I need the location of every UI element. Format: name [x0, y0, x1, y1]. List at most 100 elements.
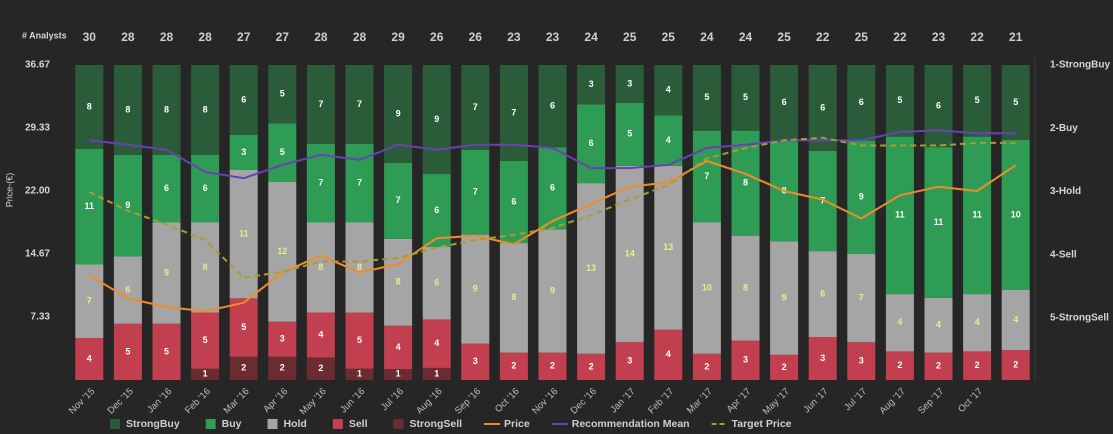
bar-segment	[615, 102, 644, 166]
bar-label: 6	[820, 288, 825, 298]
bar-label: 4	[666, 349, 671, 359]
bar-segment	[654, 165, 683, 330]
legend-label: Buy	[222, 418, 242, 430]
bar-segment	[345, 368, 374, 380]
bar-label: 5	[125, 346, 130, 356]
bar-segment	[808, 337, 837, 380]
bar-segment	[191, 312, 220, 369]
bar-label: 4	[936, 320, 941, 330]
bar-segment	[731, 65, 760, 131]
line-series	[89, 129, 1016, 180]
bar-label: 6	[241, 94, 246, 104]
bar-label: 7	[473, 187, 478, 197]
bar-label: 2	[897, 360, 902, 370]
analyst-count: 28	[121, 30, 135, 44]
bar-segment	[229, 65, 258, 135]
bar-segment	[692, 65, 721, 131]
bar-segment	[808, 65, 837, 151]
analyst-count: 28	[198, 30, 212, 44]
bar-label: 7	[859, 292, 864, 302]
analyst-count: 22	[970, 30, 984, 44]
bar-segment	[577, 353, 606, 380]
bar-label: 2	[1013, 359, 1018, 369]
bar-segment	[306, 65, 335, 144]
bar-label: 3	[743, 355, 748, 365]
bar-label: 11	[972, 210, 982, 220]
analyst-count: 28	[160, 30, 174, 44]
bar-segment	[268, 321, 297, 357]
bar-segment	[770, 241, 799, 355]
bar-segment	[731, 340, 760, 380]
bar-label: 3	[473, 356, 478, 366]
bar-label: 7	[87, 296, 92, 306]
analysts-label: # Analysts	[22, 30, 67, 40]
bar-segment	[345, 65, 374, 144]
bar-segment	[229, 170, 258, 299]
bar-segment	[268, 356, 297, 380]
bar-label: 4	[87, 353, 92, 363]
bar-segment	[924, 65, 953, 148]
bar-label: 6	[859, 97, 864, 107]
bar-segment	[422, 65, 451, 175]
analyst-count: 24	[739, 30, 753, 44]
bar-label: 5	[357, 335, 362, 345]
bar-label: 4	[1013, 314, 1018, 324]
bar-label: 8	[318, 262, 323, 272]
bar-label: 7	[396, 195, 401, 205]
bar-label: 6	[550, 100, 555, 110]
y2-tick-label: 1-StrongBuy	[1050, 60, 1110, 71]
bar-segment	[75, 338, 104, 380]
bar-label: 2	[782, 362, 787, 372]
bar-label: 5	[627, 129, 632, 139]
bar-segment	[422, 246, 451, 320]
bar-segment	[461, 65, 490, 150]
bar-label: 10	[1011, 209, 1021, 219]
bar-label: 11	[239, 229, 249, 239]
bar-segment	[268, 65, 297, 124]
analyst-count: 21	[1009, 30, 1023, 44]
bar-label: 8	[164, 104, 169, 114]
bar-segment	[885, 65, 914, 137]
legend-label: Price	[504, 418, 530, 430]
analyst-count: 22	[893, 30, 907, 44]
bar-segment	[152, 155, 181, 223]
bar-segment	[422, 367, 451, 380]
bar-label: 9	[125, 200, 130, 210]
bar-label: 8	[743, 178, 748, 188]
bar-segment	[345, 312, 374, 369]
bar-label: 8	[125, 104, 130, 114]
analyst-count: 23	[507, 30, 521, 44]
bar-segment	[577, 104, 606, 184]
bar-segment	[191, 65, 220, 155]
legend-swatch	[393, 419, 404, 429]
bar-segment	[847, 254, 876, 343]
bar-segment	[847, 140, 876, 254]
legend-label: Target Price	[732, 418, 792, 430]
analyst-count: 26	[430, 30, 444, 44]
bar-label: 6	[434, 205, 439, 215]
bar-label: 3	[241, 147, 246, 157]
bar-segment	[152, 65, 181, 155]
bar-segment	[1001, 350, 1030, 380]
y2-tick-label: 4-Sell	[1050, 249, 1077, 260]
bar-segment	[538, 352, 567, 380]
bar-segment	[384, 238, 413, 326]
bar-label: 5	[203, 335, 208, 345]
bar-label: 6	[550, 183, 555, 193]
bar-label: 8	[203, 104, 208, 114]
bar-segment	[615, 342, 644, 380]
bar-label: 2	[936, 361, 941, 371]
bar-label: 5	[280, 147, 285, 157]
bar-label: 6	[164, 183, 169, 193]
bar-segment	[499, 352, 528, 380]
bar-segment	[692, 353, 721, 380]
bar-segment	[461, 149, 490, 235]
bar-segment	[692, 130, 721, 223]
bar-label: 5	[280, 89, 285, 99]
analyst-count: 25	[662, 30, 676, 44]
legend-label: StrongSell	[410, 418, 463, 430]
bar-label: 11	[934, 217, 944, 227]
bar-label: 9	[473, 284, 478, 294]
bar-label: 7	[473, 102, 478, 112]
bar-label: 4	[666, 85, 671, 95]
